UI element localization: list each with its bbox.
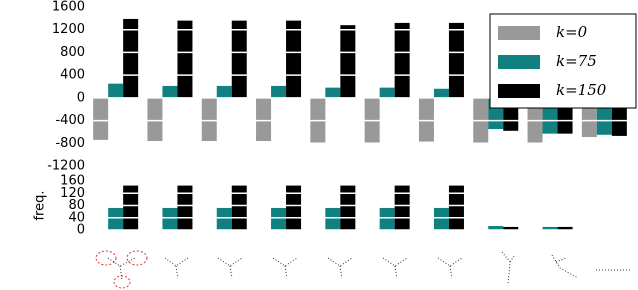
y-axis-label: freq. [33, 190, 48, 220]
bar [108, 83, 124, 98]
bar [379, 207, 395, 230]
bar [448, 185, 464, 230]
bar [162, 207, 178, 230]
bar [394, 22, 410, 98]
thumb-shape [327, 257, 353, 279]
legend-label: k=150 [556, 81, 607, 99]
thumb-shape [437, 257, 463, 279]
legend-swatch [498, 84, 540, 98]
bar [271, 85, 287, 98]
bar [123, 185, 139, 230]
bar [433, 88, 449, 98]
y-tick-label: -800 [55, 136, 85, 151]
bar [271, 207, 287, 230]
y-tick-label: 0 [77, 223, 85, 238]
bar [340, 185, 356, 230]
thumb-shape [272, 257, 298, 279]
bar [557, 226, 573, 230]
bar [394, 185, 410, 230]
bar [433, 207, 449, 230]
thumb-shape [382, 257, 408, 279]
bar [325, 207, 341, 230]
bar [216, 85, 232, 98]
bar [379, 87, 395, 98]
y-tick-label: -1200 [47, 159, 85, 174]
thumbnails [95, 250, 632, 289]
y-tick-label: 120 [60, 186, 85, 201]
y-tick-label: -400 [55, 113, 85, 128]
bar [325, 87, 341, 98]
bar [231, 185, 247, 230]
bar [177, 185, 193, 230]
legend: k=0 k=75 k=150 [489, 13, 637, 109]
bar [488, 226, 504, 230]
thumb-mark [113, 275, 131, 289]
legend-label: k=0 [556, 23, 588, 41]
bar [147, 97, 163, 142]
thumb-shape [551, 254, 579, 279]
bar [201, 97, 217, 142]
y-tick-label: 400 [60, 68, 85, 83]
y-tick-label: 40 [68, 210, 85, 225]
bar [216, 207, 232, 230]
y-tick-label: 0 [77, 90, 85, 105]
thumb-mark [95, 250, 117, 266]
y-tick-label: 800 [60, 45, 85, 60]
bar [256, 97, 272, 142]
thumb-shape [501, 251, 515, 286]
thumb-shape [107, 257, 136, 281]
bar [286, 20, 302, 98]
y-tick-label: 1200 [52, 22, 85, 37]
y-tick-label: 80 [68, 198, 85, 213]
thumb-mark [126, 250, 148, 266]
bar [286, 185, 302, 230]
bar [448, 22, 464, 98]
bar [123, 18, 139, 98]
y-tick-label: 1600 [52, 0, 85, 15]
thumb-shape [164, 257, 189, 279]
bar [503, 226, 519, 230]
bar [93, 97, 109, 140]
bar [231, 20, 247, 98]
bar [162, 85, 178, 98]
thumb-shape [217, 257, 243, 279]
y-tick-label: 160 [60, 174, 85, 189]
bar [177, 20, 193, 98]
legend-swatch [498, 26, 540, 40]
legend-label: k=75 [556, 52, 597, 70]
bar [542, 226, 558, 230]
bar [418, 97, 434, 142]
legend-swatch [498, 55, 540, 69]
bar [340, 25, 356, 98]
bar [108, 207, 124, 230]
